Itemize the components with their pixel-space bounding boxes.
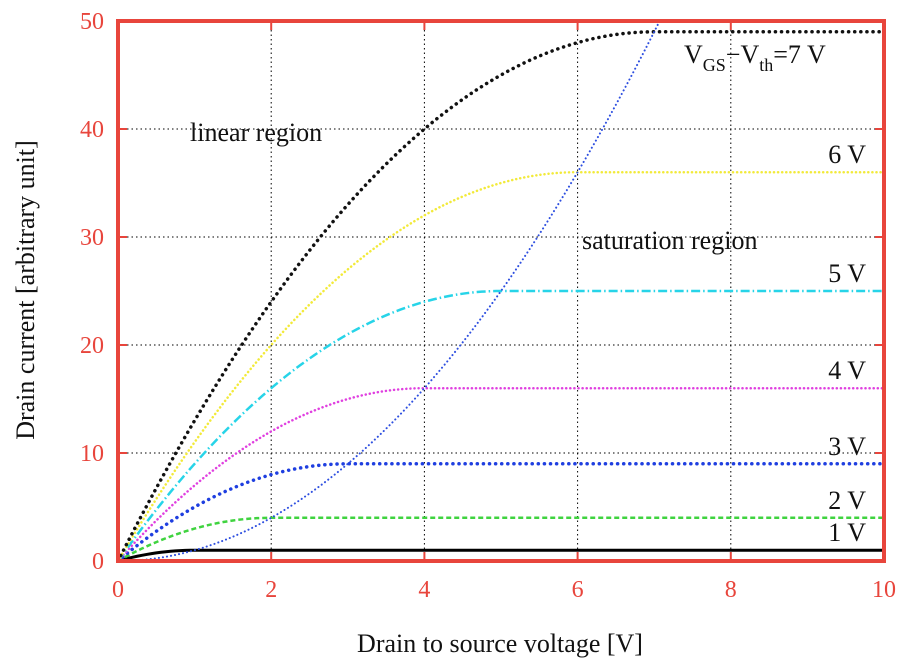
x-tick-label: 4: [418, 577, 430, 603]
series-label-2: 2 V: [828, 486, 866, 515]
y-tick-label: 10: [80, 441, 104, 467]
series-line-3: [116, 462, 886, 563]
top-curve-label: VGS−Vth=7 V: [684, 40, 826, 75]
x-tick-label: 0: [112, 577, 124, 603]
series-label-3: 3 V: [828, 432, 866, 461]
series-line-1: [117, 548, 884, 563]
series-label-1: 1 V: [828, 518, 866, 547]
ticks: 0 2 4 6 8 10 0 10 20 30 40 50: [80, 9, 896, 603]
x-axis-title: Drain to source voltage [V]: [357, 629, 643, 658]
y-tick-label: 20: [80, 333, 104, 359]
y-tick-label: 40: [80, 117, 104, 143]
top-label-tail: =7 V: [773, 40, 826, 69]
x-tick-label: 6: [572, 577, 584, 603]
series-line-7: [116, 30, 886, 563]
x-tick-label: 2: [265, 577, 277, 603]
series-line-6: [116, 170, 886, 563]
series-label-4: 4 V: [828, 356, 866, 385]
curves: [116, 20, 886, 563]
series-line-5: [116, 289, 884, 562]
top-label-gs: GS: [703, 55, 726, 75]
saturation-boundary-line: [117, 20, 661, 562]
plot-frame: [116, 19, 886, 563]
x-tick-label: 10: [872, 577, 896, 603]
y-axis-title: Drain current [arbitrary unit]: [11, 140, 40, 440]
y-tick-label: 50: [80, 9, 104, 35]
top-label-minus-v: −V: [726, 40, 760, 69]
top-label-v: V: [684, 40, 703, 69]
x-tick-label: 8: [725, 577, 737, 603]
series-labels: 1 V 2 V 3 V 4 V 5 V 6 V: [828, 140, 866, 547]
y-tick-label: 0: [92, 549, 104, 575]
saturation-region-label: saturation region: [582, 226, 757, 255]
top-label-th: th: [759, 55, 773, 75]
y-tick-label: 30: [80, 225, 104, 251]
linear-region-label: linear region: [190, 118, 322, 147]
series-label-5: 5 V: [828, 259, 866, 288]
series-label-6: 6 V: [828, 140, 866, 169]
series-line-4: [116, 386, 886, 563]
series-line-2: [117, 516, 884, 563]
